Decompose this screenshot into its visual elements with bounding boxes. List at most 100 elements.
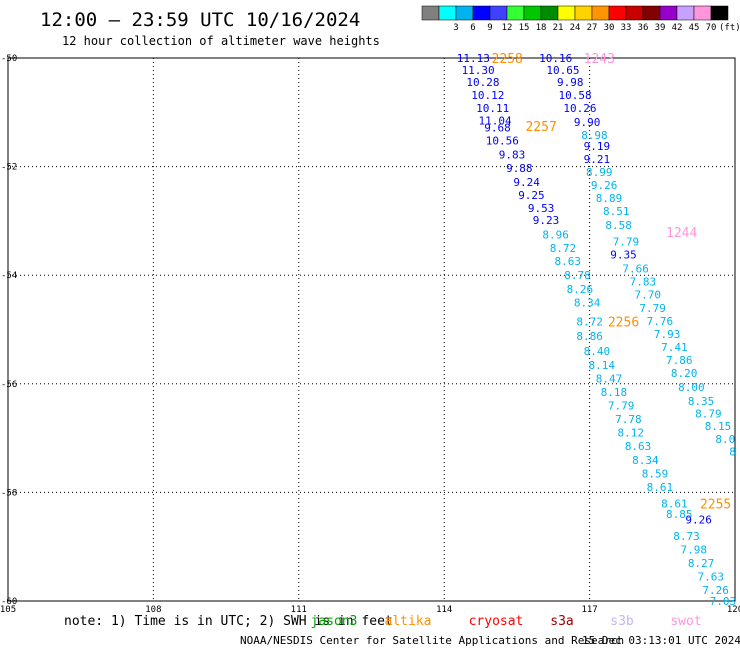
color-swatch-label: 12 <box>502 23 513 33</box>
satellite-label: s3a <box>550 614 573 629</box>
wave-height-value: 9.35 <box>610 249 637 262</box>
wave-height-value: 8.63 <box>555 255 582 268</box>
wave-height-value: 10.28 <box>466 76 499 89</box>
wave-height-value: 8.34 <box>574 296 601 309</box>
color-swatch-label: 15 <box>519 23 530 33</box>
pass-label: 2256 <box>608 315 639 330</box>
x-tick-label: 114 <box>436 605 452 615</box>
wave-height-value: 8.63 <box>625 440 652 453</box>
wave-height-value: 8.35 <box>688 395 715 408</box>
color-swatch <box>574 5 593 21</box>
wave-height-value: 9.26 <box>591 179 618 192</box>
wave-height-value: 9.98 <box>557 76 584 89</box>
wave-height-value: 8.96 <box>542 228 569 241</box>
color-swatch <box>438 5 457 21</box>
color-swatch <box>625 5 644 21</box>
chart-title: 12:00 – 23:59 UTC 10/16/2024 <box>40 9 360 31</box>
color-swatch <box>506 5 525 21</box>
color-swatch <box>608 5 627 21</box>
wave-height-value: 11.13 <box>457 52 490 65</box>
wave-height-value: 8.0 <box>715 433 735 446</box>
color-scale-legend: 3 6 9 12 15 18 21 24 27 30 33 36 39 42 45 70 <box>421 5 729 33</box>
satellite-label: cryosat <box>469 614 524 629</box>
wave-height-value: 8.85 <box>666 508 693 521</box>
wave-height-value: 9.23 <box>533 214 560 227</box>
y-tick-label: -58 <box>1 488 17 498</box>
wave-height-value: 8.72 <box>550 242 577 255</box>
wave-height-value: 7.41 <box>661 341 688 354</box>
wave-height-value: 10.56 <box>486 135 519 148</box>
wave-height-value: 9.24 <box>513 176 540 189</box>
wave-height-value: 8.89 <box>596 192 623 205</box>
wave-height-value: 8.99 <box>586 166 613 179</box>
color-swatch-label: 18 <box>536 23 547 33</box>
wave-height-value: 7.86 <box>666 354 693 367</box>
plot-frame <box>7 57 736 602</box>
wave-height-value: 7.26 <box>702 584 729 597</box>
wave-height-value: 7.70 <box>635 289 662 302</box>
wave-height-value: 7.79 <box>639 302 666 315</box>
color-swatch-label: 6 <box>470 23 475 33</box>
x-tick-label: 108 <box>145 605 161 615</box>
x-tick-label: 117 <box>581 605 597 615</box>
x-tick-label: 105 <box>0 605 16 615</box>
color-swatch <box>455 5 474 21</box>
wave-height-value: 8.58 <box>605 219 632 232</box>
wave-height-value: 7.03 <box>710 595 737 608</box>
color-swatch-label: 33 <box>621 23 632 33</box>
wave-height-value: 7.76 <box>647 315 674 328</box>
x-tick-label: 120 <box>727 605 740 615</box>
wave-height-value: 8 <box>729 446 736 459</box>
color-swatch <box>540 5 559 21</box>
y-tick-label: -60 <box>1 597 17 607</box>
pass-label: 2257 <box>525 120 556 135</box>
wave-height-value: 9.53 <box>528 202 555 215</box>
color-swatch <box>591 5 610 21</box>
wave-height-value: 8.78 <box>564 269 591 282</box>
color-swatch <box>489 5 508 21</box>
wave-height-value: 7.98 <box>681 543 708 556</box>
color-swatch <box>557 5 576 21</box>
wave-height-value: 7.79 <box>608 400 635 413</box>
color-swatch-label: 21 <box>553 23 564 33</box>
wave-height-value: 7.66 <box>622 263 649 276</box>
wave-height-value: 11.04 <box>479 114 512 127</box>
wave-height-value: 10.65 <box>546 64 579 77</box>
pass-label: 2258 <box>492 52 523 67</box>
footer-timestamp: 15 Dec 03:13:01 UTC 2024 <box>582 634 740 647</box>
wave-height-value: 8.27 <box>688 557 715 570</box>
wave-height-value: 8.79 <box>695 408 722 421</box>
wave-height-value: 9.26 <box>685 514 712 527</box>
satellite-label: s3b <box>610 614 634 629</box>
wave-height-value: 8.72 <box>576 315 603 328</box>
y-tick-labels: -50 -52 -54 -56 -58 -60 <box>1 54 17 607</box>
wave-height-value: 9.88 <box>506 162 533 175</box>
wave-height-value: 8.51 <box>603 205 630 218</box>
y-tick-label: -50 <box>1 54 17 64</box>
wave-height-value: 7.63 <box>698 571 725 584</box>
satellite-legend: jason3 altika cryosat s3a s3b swot <box>311 614 702 629</box>
wave-height-value: 8.26 <box>567 283 594 296</box>
wave-height-value: 10.16 <box>539 52 572 65</box>
color-swatch <box>659 5 678 21</box>
color-swatch-label: 9 <box>487 23 492 33</box>
wave-height-value: 8.73 <box>673 530 700 543</box>
wave-height-value: 9.68 <box>484 122 511 135</box>
color-swatch-label: 3 <box>453 23 458 33</box>
color-swatch <box>676 5 695 21</box>
wave-height-value: 10.58 <box>558 89 591 102</box>
color-swatch-label: 45 <box>689 23 700 33</box>
color-swatch <box>472 5 491 21</box>
wave-height-value: 11.30 <box>462 64 495 77</box>
satellite-label: swot <box>670 614 701 629</box>
color-swatch-label: 27 <box>587 23 598 33</box>
footer-credit: NOAA/NESDIS Center for Satellite Applica… <box>240 634 624 647</box>
pass-labels: 2258 1243 2257 1244 2256 2255 <box>492 52 732 512</box>
wave-height-value: 8.98 <box>581 129 608 142</box>
wave-height-value: 9.19 <box>584 140 611 153</box>
wave-height-value: 9.25 <box>518 189 545 202</box>
wave-height-value: 9.21 <box>584 153 611 166</box>
wave-height-values: 11.1311.3010.2810.1210.1111.049.6810.569… <box>457 52 736 608</box>
satellite-label: jason3 <box>311 614 358 629</box>
color-swatch <box>421 5 440 21</box>
